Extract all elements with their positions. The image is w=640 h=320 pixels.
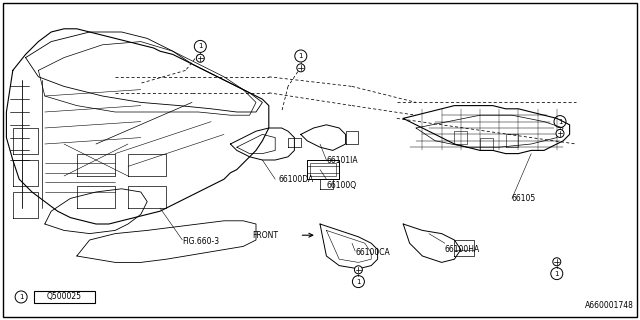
Text: 1: 1 xyxy=(198,44,203,49)
Text: 66100DA: 66100DA xyxy=(278,175,314,184)
Text: 1: 1 xyxy=(19,294,24,300)
Circle shape xyxy=(556,130,564,138)
Text: Q500025: Q500025 xyxy=(47,292,81,301)
Circle shape xyxy=(355,266,362,274)
Text: 1: 1 xyxy=(298,53,303,59)
Bar xyxy=(34,291,95,303)
Circle shape xyxy=(297,64,305,72)
Text: FIG.660-3: FIG.660-3 xyxy=(182,237,220,246)
Text: 1: 1 xyxy=(554,271,559,276)
Text: FRONT: FRONT xyxy=(252,231,278,240)
Text: 66100HA: 66100HA xyxy=(445,245,480,254)
Text: 66100CA: 66100CA xyxy=(355,248,390,257)
Text: 1: 1 xyxy=(557,119,563,124)
Circle shape xyxy=(553,258,561,266)
Text: 66105: 66105 xyxy=(512,194,536,203)
Circle shape xyxy=(196,54,204,62)
Text: 66101IA: 66101IA xyxy=(326,156,358,164)
Text: 1: 1 xyxy=(356,279,361,284)
Text: 66100Q: 66100Q xyxy=(326,181,356,190)
Text: A660001748: A660001748 xyxy=(585,301,634,310)
